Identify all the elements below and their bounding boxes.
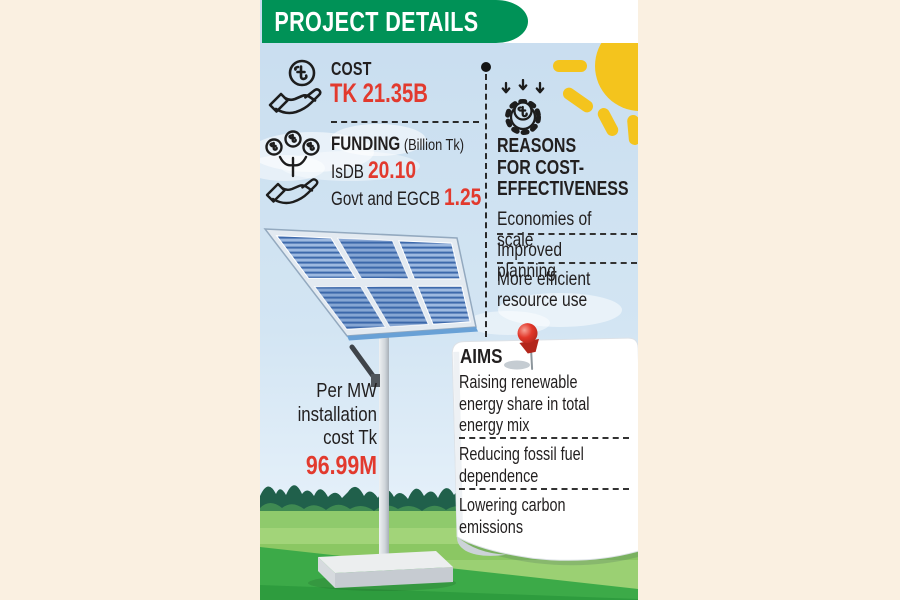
infographic-column: PROJECT DETAILS COST TK 21.35B [260, 0, 638, 600]
panel-pole [349, 331, 389, 559]
header-banner: PROJECT DETAILS [262, 0, 528, 43]
installation-line: cost Tk [323, 426, 377, 449]
money-plant-hand-icon [260, 130, 328, 206]
installation-value: 96.99M [305, 449, 377, 480]
funding-source: IsDB [331, 162, 364, 183]
funding-row: Govt and EGCB 1.25 [331, 184, 481, 212]
funding-amount: 1.25 [443, 184, 482, 211]
reasons-divider [497, 233, 637, 235]
funding-source: Govt and EGCB [331, 189, 440, 210]
aims-item: Lowering carbon emissions [459, 495, 566, 537]
taka-coin-hand-icon [264, 58, 328, 122]
cost-label: COST [331, 59, 372, 79]
installation-line: installation [297, 402, 377, 426]
aims-note-paper [451, 337, 638, 566]
cost-funding-divider [331, 121, 479, 123]
panel-base [308, 551, 456, 591]
solar-panel-illustration [263, 228, 478, 341]
cost-reduction-gear-icon [498, 78, 550, 137]
funding-unit: (Billion Tk) [403, 137, 465, 154]
aims-item: Raising renewable energy share in total … [459, 372, 590, 435]
reason-item: More efficient resource use [497, 268, 591, 311]
cost-value: TK 21.35B [330, 78, 428, 108]
aims-divider [459, 437, 629, 439]
installation-cost-block: Per MW installation cost Tk 96.99M [275, 379, 377, 480]
sun-icon [553, 21, 638, 145]
vertical-divider [485, 74, 487, 337]
pushpin-icon [504, 323, 539, 370]
aims-divider [459, 488, 629, 490]
funding-label: FUNDING [331, 134, 401, 155]
clouds [260, 124, 622, 335]
scene-illustration [260, 21, 638, 600]
reasons-title: REASONS FOR COST- EFFECTIVENESS [497, 135, 629, 200]
aims-title: AIMS [460, 346, 503, 368]
reasons-divider [497, 262, 637, 264]
aims-item: Reducing fossil fuel dependence [459, 444, 584, 486]
divider-dot [481, 62, 491, 72]
funding-amount: 20.10 [367, 157, 416, 184]
installation-line: Per MW [316, 379, 377, 402]
funding-row: IsDB 20.10 [331, 157, 416, 185]
reason-item: Improved planning [497, 239, 563, 282]
page-title: PROJECT DETAILS [274, 5, 479, 37]
